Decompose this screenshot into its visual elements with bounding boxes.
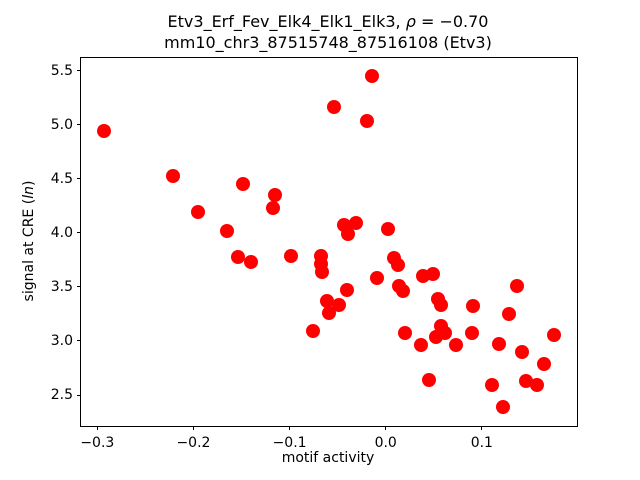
x-tick-mark: [289, 426, 291, 430]
data-point: [434, 298, 449, 313]
data-point: [322, 305, 336, 320]
data-point: [283, 248, 298, 263]
y-tick-mark: [77, 340, 81, 342]
y-tick-label: 3.0: [50, 332, 73, 349]
data-point: [466, 299, 481, 314]
x-tick-mark: [96, 426, 98, 430]
data-point: [414, 338, 429, 353]
data-point: [495, 399, 510, 414]
x-axis-label: motif activity: [281, 450, 375, 466]
data-point: [305, 324, 320, 339]
y-tick-label: 4.0: [50, 224, 73, 241]
y-tick-mark: [77, 178, 81, 180]
data-point: [360, 113, 375, 128]
y-tick-label: 5.0: [50, 116, 73, 133]
data-point: [428, 329, 443, 344]
data-point: [220, 223, 235, 238]
data-point: [519, 373, 534, 388]
data-point: [465, 326, 480, 341]
data-point: [425, 267, 440, 282]
y-tick-label: 4.5: [50, 170, 73, 187]
data-point: [391, 258, 406, 273]
x-tick-label: 0.1: [470, 435, 493, 451]
x-tick-label: −0.2: [176, 435, 211, 451]
x-tick-mark: [481, 426, 483, 430]
data-point: [370, 271, 385, 286]
y-tick-mark: [77, 394, 81, 396]
data-point: [546, 327, 561, 342]
x-tick-label: −0.3: [80, 435, 115, 451]
y-tick-mark: [77, 286, 81, 288]
x-tick-label: −0.1: [272, 435, 307, 451]
data-point: [236, 177, 251, 192]
data-point: [537, 356, 552, 371]
plot-title-line1: Etv3_Erf_Fev_Elk4_Elk1_Elk3, ρ = −0.70: [80, 11, 576, 32]
data-point: [501, 306, 516, 321]
data-point: [348, 216, 363, 231]
y-tick-label: 3.5: [50, 278, 73, 295]
y-tick-label: 5.5: [50, 62, 73, 79]
data-point: [320, 294, 335, 309]
data-point: [421, 372, 436, 387]
x-tick-mark: [192, 426, 194, 430]
y-tick-mark: [77, 232, 81, 234]
data-point: [365, 69, 380, 84]
data-point: [492, 337, 507, 352]
y-tick-label: 2.5: [50, 387, 73, 403]
data-point: [396, 284, 410, 299]
data-point: [315, 264, 330, 279]
data-point: [268, 188, 283, 203]
data-point: [485, 378, 500, 393]
y-tick-mark: [77, 70, 81, 72]
data-point: [166, 168, 181, 183]
data-point: [191, 205, 206, 220]
data-point: [448, 338, 463, 353]
data-point: [340, 283, 355, 298]
data-point: [515, 344, 530, 359]
plot-title-line2: mm10_chr3_87515748_87516108 (Etv3): [164, 33, 492, 52]
rho-symbol: ρ: [405, 12, 416, 31]
data-point: [230, 249, 245, 264]
data-point: [97, 124, 112, 139]
data-point: [341, 227, 356, 242]
title-gene-list: Etv3_Erf_Fev_Elk4_Elk1_Elk3,: [167, 12, 406, 31]
data-point: [266, 201, 281, 216]
data-point: [529, 378, 544, 393]
data-point: [397, 326, 412, 341]
y-tick-mark: [77, 124, 81, 126]
x-tick-label: 0.0: [374, 435, 397, 451]
data-point: [326, 99, 341, 114]
title-rho-value: = −0.70: [415, 12, 489, 31]
data-point: [244, 255, 259, 270]
plot-title: Etv3_Erf_Fev_Elk4_Elk1_Elk3, ρ = −0.70 m…: [80, 11, 576, 53]
plot-area: −0.3 −0.2 −0.1 0.0 0.1 2.5 3.0 3.5 4.0 4.5 5.0 5.5: [51, 57, 578, 451]
data-point: [510, 278, 525, 293]
x-tick-mark: [385, 426, 387, 430]
data-point: [380, 221, 395, 236]
